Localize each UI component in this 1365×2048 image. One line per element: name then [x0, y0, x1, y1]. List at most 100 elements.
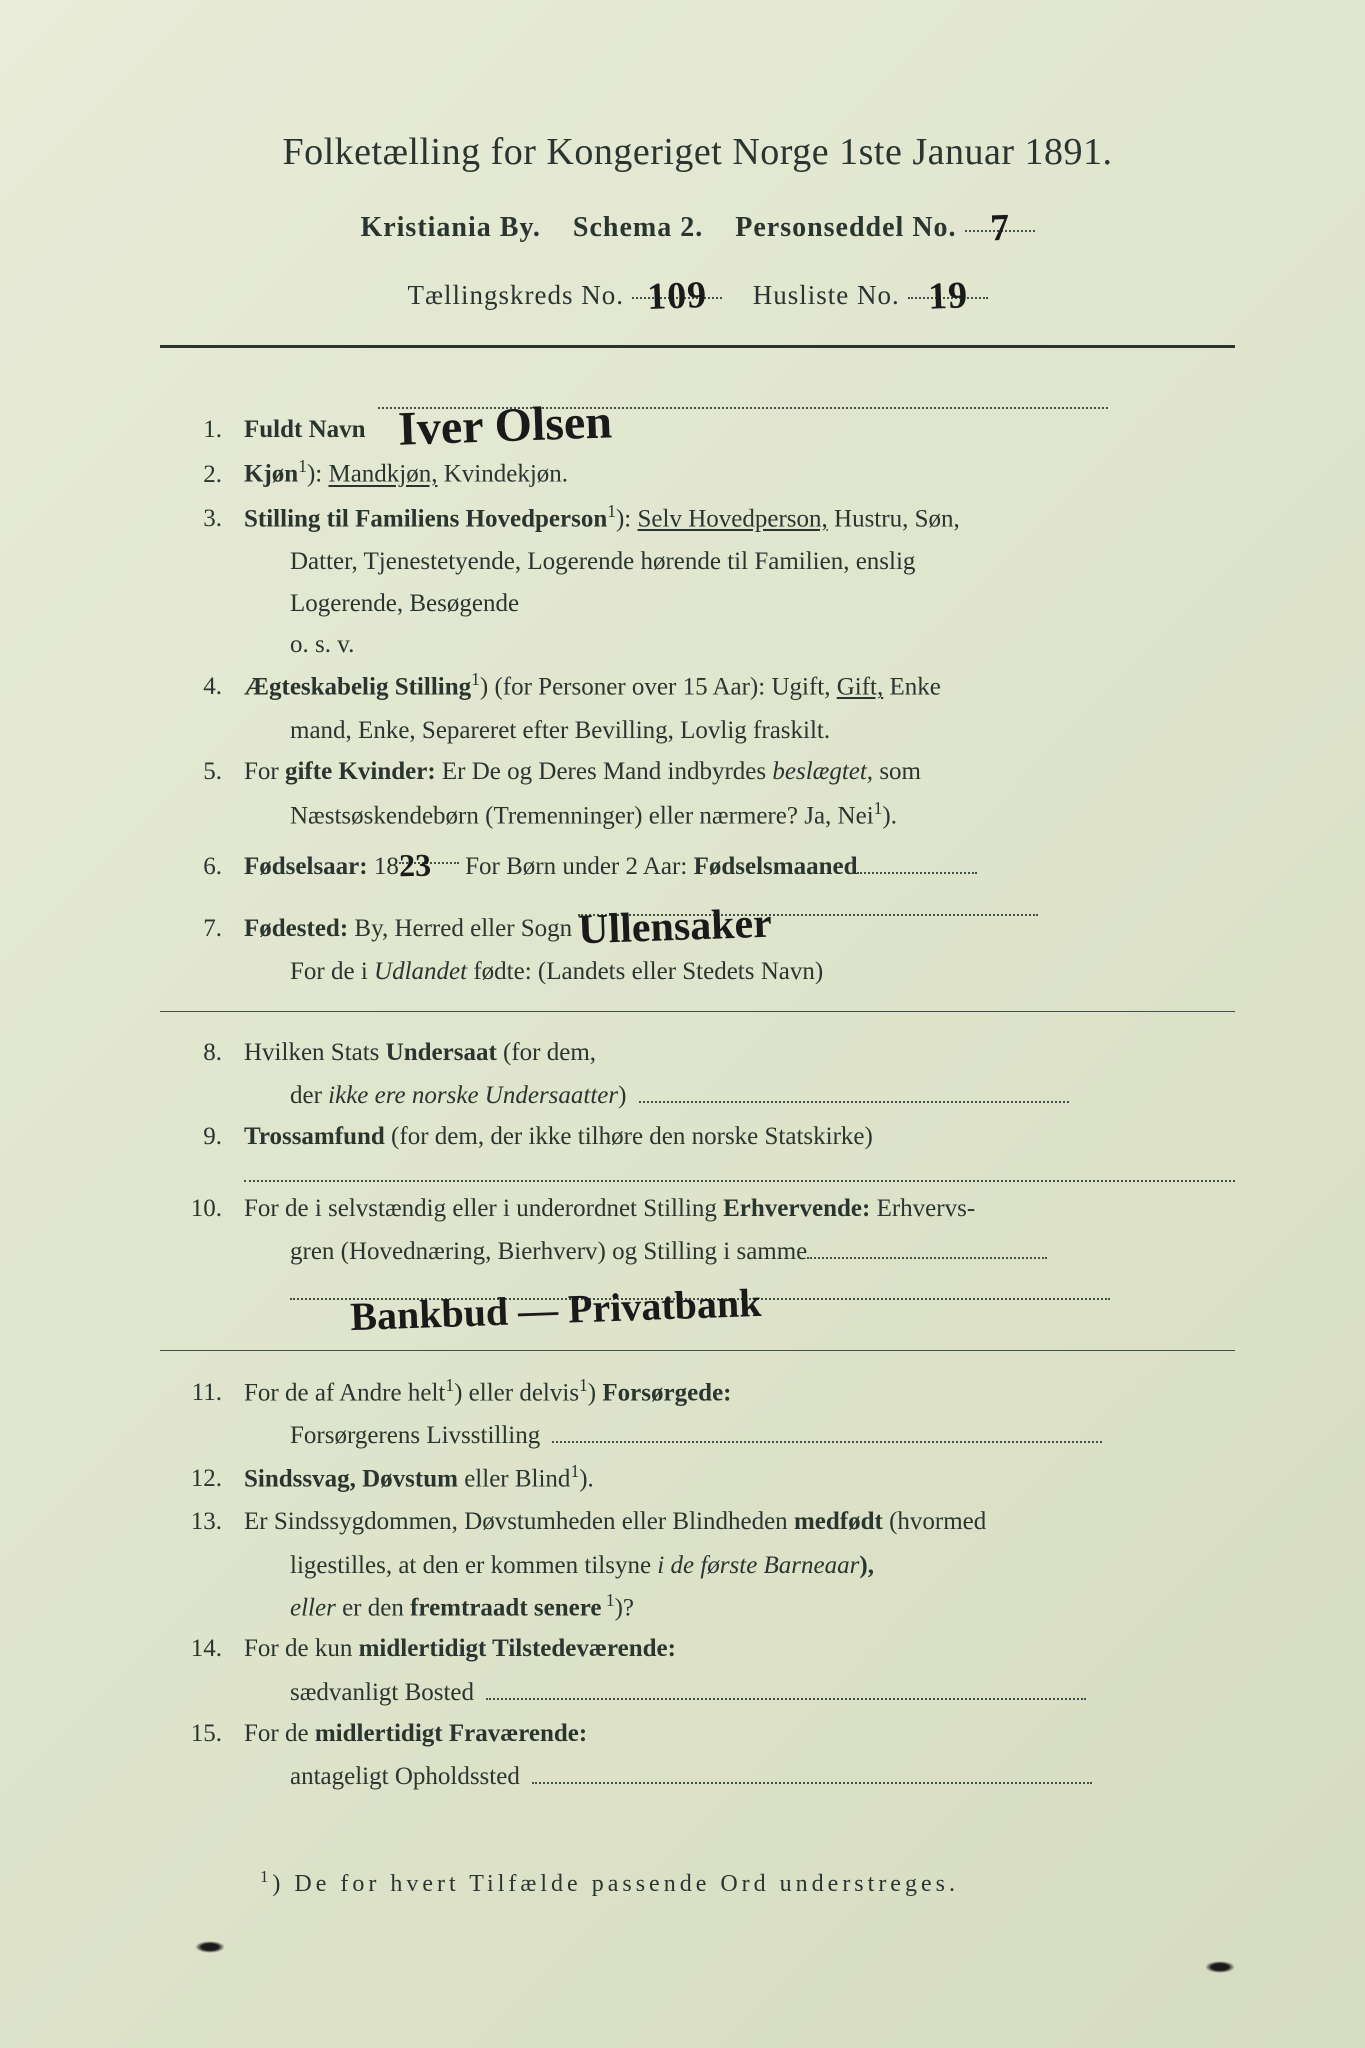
q12-sup: 1 [570, 1461, 579, 1481]
q13-ital2: i de første Barneaar [657, 1552, 859, 1579]
q1-num: 1. [160, 409, 244, 450]
q5-num: 5. [160, 751, 244, 792]
q7-ital: Udlandet [374, 958, 467, 985]
q10-line1: For de i selvstændig eller i underordnet… [244, 1195, 723, 1222]
q5-row: 5. For gifte Kvinder: Er De og Deres Man… [160, 751, 1235, 792]
q6-pre: 18 [368, 853, 399, 880]
q7-value: Ullensaker [577, 890, 773, 966]
q11-row: 11. For de af Andre helt1) eller delvis1… [160, 1371, 1235, 1414]
q15-line1: For de [244, 1720, 315, 1747]
q10-num: 10. [160, 1188, 244, 1229]
q3-opt1: Selv Hovedperson, [638, 505, 828, 532]
q14-row: 14. For de kun midlertidigt Tilstedevære… [160, 1628, 1235, 1669]
ink-blot-1 [195, 1941, 225, 1953]
husliste-label: Husliste No. [753, 280, 900, 310]
kreds-no: 109 [646, 273, 707, 319]
q13-bold: medfødt [794, 1508, 883, 1535]
q7-num: 7. [160, 908, 244, 949]
q7-line2: For de i [290, 958, 374, 985]
q2-row: 2. Kjøn1): Mandkjøn, Kvindekjøn. [160, 452, 1235, 495]
q6-mid: For Børn under 2 Aar: [459, 853, 694, 880]
q7-rest: By, Herred eller Sogn [348, 915, 578, 942]
q14-num: 14. [160, 1628, 244, 1669]
q4-sup: 1 [471, 669, 480, 689]
q6-row: 6. Fødselsaar: 1823 For Børn under 2 Aar… [160, 837, 1235, 887]
q10-line2: gren (Hovednæring, Bierhverv) og Stillin… [290, 1238, 807, 1265]
personseddel-no: 7 [989, 206, 1011, 251]
q6-bold2: Fødselsmaaned [694, 853, 858, 880]
q14-line2-wrap: sædvanligt Bosted [290, 1672, 1235, 1713]
q5-line2b: ). [882, 803, 897, 830]
q9-row: 9. Trossamfund (for dem, der ikke tilhør… [160, 1116, 1235, 1157]
q14-line1: For de kun [244, 1635, 359, 1662]
census-form-page: Folketælling for Kongeriget Norge 1ste J… [0, 0, 1365, 2048]
q2-num: 2. [160, 454, 244, 495]
q4-rest: ) (for Personer over 15 Aar): Ugift, [480, 673, 837, 700]
q12-bold: Sindssvag, Døvstum [244, 1465, 458, 1492]
q4-opt: Gift, [837, 673, 884, 700]
q3-line2: Datter, Tjenestetyende, Logerende hørend… [290, 541, 1235, 582]
q2-label: Kjøn [244, 461, 298, 488]
q13-num: 13. [160, 1501, 244, 1542]
q9-rest: (for dem, der ikke tilhøre den norske St… [385, 1123, 873, 1150]
q13-bold3: fremtraadt senere [410, 1594, 601, 1621]
q13-line3-wrap: eller er den fremtraadt senere 1)? [290, 1586, 1235, 1629]
q11-sup2: 1 [579, 1375, 588, 1395]
q11-line2: Forsørgerens Livsstilling [290, 1422, 540, 1449]
subtitle-line2: Tællingskreds No. 109 Husliste No. 19 [160, 270, 1235, 311]
q3-row: 3. Stilling til Familiens Hovedperson1):… [160, 497, 1235, 540]
q3-rest: ): [616, 505, 638, 532]
q13-line1b: (hvormed [883, 1508, 986, 1535]
q12-num: 12. [160, 1458, 244, 1499]
q13-line2a: ligestilles, at den er kommen tilsyne [290, 1552, 657, 1579]
footnote-text: ) De for hvert Tilfælde passende Ord und… [272, 1871, 959, 1897]
q10-row: 10. For de i selvstændig eller i underor… [160, 1188, 1235, 1229]
q3-label: Stilling til Familiens Hovedperson [244, 505, 607, 532]
q8-num: 8. [160, 1032, 244, 1073]
q3-num: 3. [160, 498, 244, 539]
q9-num: 9. [160, 1116, 244, 1157]
q8-line1: Hvilken Stats [244, 1039, 386, 1066]
q13-line1: Er Sindssygdommen, Døvstumheden eller Bl… [244, 1508, 794, 1535]
q5-ital: beslægtet, [772, 758, 873, 785]
q10-value-line: Bankbud — Privatbank [290, 1273, 1235, 1332]
q8-row: 8. Hvilken Stats Undersaat (for dem, [160, 1032, 1235, 1073]
q8-line2a: der [290, 1082, 328, 1109]
q7-label: Fødested: [244, 915, 348, 942]
q14-line2: sædvanligt Bosted [290, 1679, 474, 1706]
q5-line2a: Næstsøskendebørn (Tremenninger) eller næ… [290, 803, 874, 830]
q8-ital: ikke ere norske Undersaatter [328, 1082, 618, 1109]
q5-label: For [244, 758, 285, 785]
kreds-label: Tællingskreds No. [408, 280, 625, 310]
q1-value: Iver Olsen [397, 382, 613, 469]
q8-line2b: ) [618, 1082, 626, 1109]
q13-sup: 1 [601, 1590, 614, 1610]
q11-mid: ) eller delvis [454, 1379, 579, 1406]
divider-2 [160, 1350, 1235, 1351]
q9-bold: Trossamfund [244, 1123, 385, 1150]
schema: Schema 2. [573, 212, 703, 243]
q15-line2-wrap: antageligt Opholdssted [290, 1756, 1235, 1797]
q1-row: 1. Fuldt Navn Iver Olsen [160, 382, 1235, 450]
main-title: Folketælling for Kongeriget Norge 1ste J… [160, 130, 1235, 174]
q13-line3c: )? [615, 1594, 634, 1621]
footnote: 1) De for hvert Tilfælde passende Ord un… [260, 1867, 1235, 1898]
q13-line3a: eller [290, 1594, 336, 1621]
q9-dotline [244, 1159, 1235, 1182]
divider-top [160, 345, 1235, 348]
q12-row: 12. Sindssvag, Døvstum eller Blind1). [160, 1457, 1235, 1500]
q5-end: som [873, 758, 921, 785]
q8-bold: Undersaat [386, 1039, 497, 1066]
personseddel-label: Personseddel No. [735, 212, 956, 243]
q6-num: 6. [160, 846, 244, 887]
q12-end: ). [579, 1465, 594, 1492]
q6-year: 23 [398, 839, 431, 892]
q8-line1b: (for dem, [497, 1039, 596, 1066]
q10-line2-wrap: gren (Hovednæring, Bierhverv) og Stillin… [290, 1231, 1235, 1272]
q3-line4: o. s. v. [290, 624, 1235, 665]
q3-line1b: Hustru, Søn, [828, 505, 960, 532]
q11-line1b: ) [588, 1379, 603, 1406]
divider-1 [160, 1011, 1235, 1012]
q11-line1: For de af Andre helt [244, 1379, 445, 1406]
q2-rest: ): [307, 461, 329, 488]
